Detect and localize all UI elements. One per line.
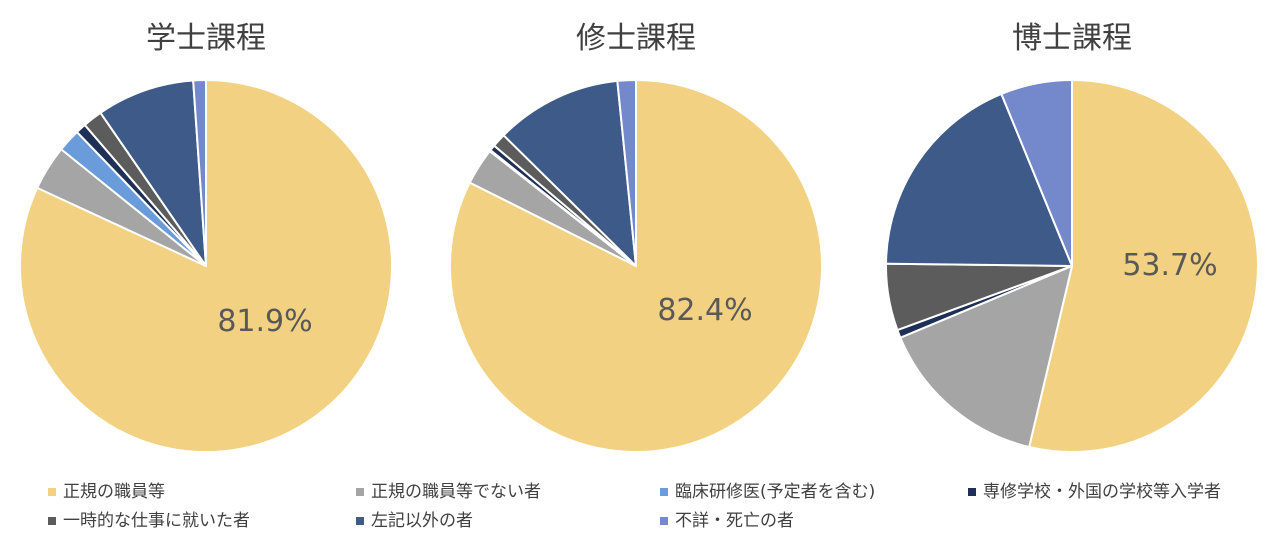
legend-item: 専修学校・外国の学校等入学者 bbox=[968, 482, 1221, 502]
pie-slice bbox=[1028, 79, 1260, 453]
legend-label: 専修学校・外国の学校等入学者 bbox=[983, 482, 1221, 502]
slice-percent-label: 82.4% bbox=[657, 293, 752, 328]
slice-percent-label: 53.7% bbox=[1122, 248, 1217, 283]
legend-item: 左記以外の者 bbox=[356, 511, 473, 531]
pie-slice bbox=[99, 79, 207, 267]
legend-label: 正規の職員等でない者 bbox=[371, 482, 541, 502]
legend-label: 正規の職員等 bbox=[63, 482, 165, 502]
legend-swatch bbox=[48, 488, 56, 496]
chart-title: 学士課程 bbox=[146, 21, 266, 56]
pie-slice bbox=[1000, 79, 1073, 267]
legend-swatch bbox=[356, 488, 364, 496]
pie-chart-2: 修士課程 82.4% bbox=[449, 21, 823, 453]
legend-swatch bbox=[660, 488, 668, 496]
legend-swatch bbox=[48, 517, 56, 525]
legend-swatch bbox=[968, 488, 976, 496]
pie-slice bbox=[616, 79, 637, 267]
legend-item: 正規の職員等 bbox=[48, 482, 165, 502]
legend-swatch bbox=[660, 517, 668, 525]
chart-title: 修士課程 bbox=[576, 21, 696, 56]
pie-chart-3: 博士課程 53.7% bbox=[885, 21, 1260, 453]
pie-chart-1: 学士課程 81.9% bbox=[19, 21, 393, 453]
legend-label: 不詳・死亡の者 bbox=[675, 511, 794, 531]
legend-label: 一時的な仕事に就いた者 bbox=[63, 511, 250, 531]
pie-slice bbox=[502, 79, 637, 267]
legend-swatch bbox=[356, 517, 364, 525]
legend-item: 正規の職員等でない者 bbox=[356, 482, 541, 502]
pie-slice bbox=[192, 79, 207, 267]
legend-label: 臨床研修医(予定者を含む) bbox=[675, 482, 875, 502]
pie-slice bbox=[885, 92, 1073, 267]
pie-slice bbox=[899, 265, 1073, 448]
chart-legend: 正規の職員等 正規の職員等でない者 臨床研修医(予定者を含む) 専修学校・外国の学校等… bbox=[48, 482, 1221, 531]
legend-item: 臨床研修医(予定者を含む) bbox=[660, 482, 875, 502]
chart-title: 博士課程 bbox=[1012, 21, 1132, 56]
legend-item: 不詳・死亡の者 bbox=[660, 511, 794, 531]
legend-item: 一時的な仕事に就いた者 bbox=[48, 511, 250, 531]
slice-percent-label: 81.9% bbox=[217, 304, 312, 339]
legend-label: 左記以外の者 bbox=[371, 511, 473, 531]
